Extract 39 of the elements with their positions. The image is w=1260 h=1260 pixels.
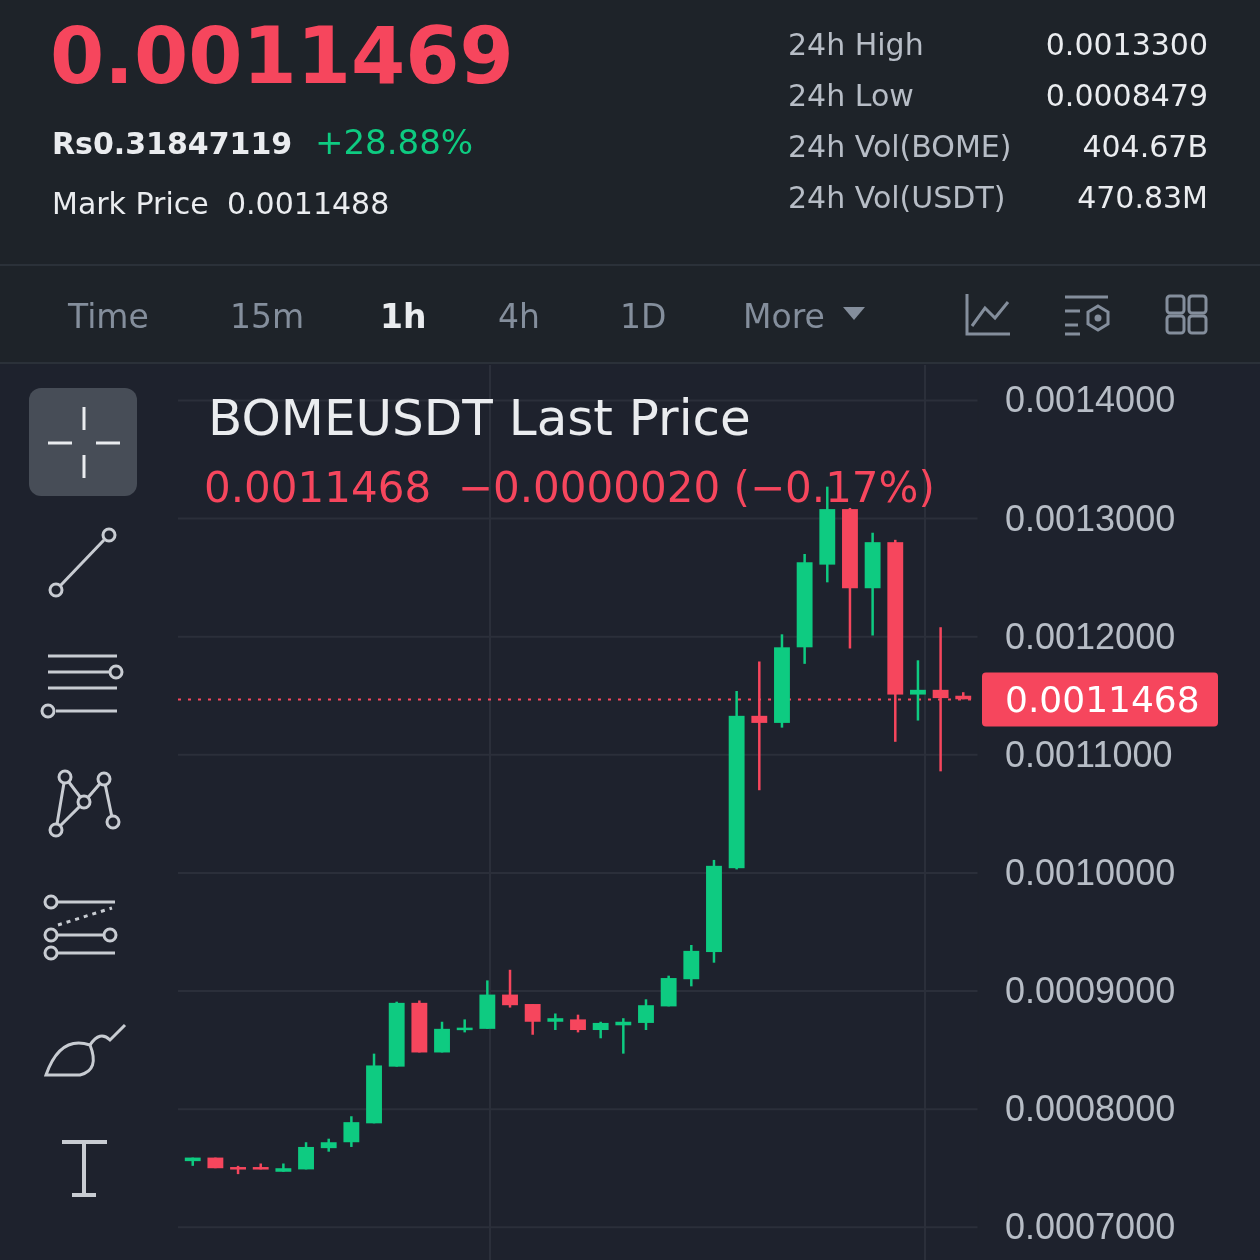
text: 0.0011488 [227,186,390,221]
text: 24h High [788,27,924,62]
text: 0.0013300 [1045,27,1208,62]
y-tick-label: 0.0008000 [1005,1088,1176,1130]
text: 24h Low [788,78,914,113]
candlestick [502,968,518,1009]
candlestick [638,998,654,1032]
text: More [743,297,825,336]
text: 24h Vol(USDT) [788,180,1006,215]
y-tick-label: 0.0014000 [1005,379,1176,421]
candlestick [910,659,926,722]
text: Time [67,297,149,336]
candlestick [343,1115,360,1149]
y-tick-label: 0.0009000 [1005,970,1176,1012]
y-tick-label: 0.0012000 [1005,615,1176,657]
y-tick-label: 0.0011000 [1005,733,1173,775]
candlestick [547,1012,564,1032]
text: BOMEUSDT Last Price [208,389,751,447]
text: 24h Vol(BOME) [788,129,1012,164]
candlestick [751,660,768,792]
text: 1D [620,297,667,336]
text: 15m [230,297,305,336]
y-tick-label: 0.0013000 [1005,497,1176,539]
text: 1h [380,297,427,336]
text: 0.0011468 −0.0000020 (−0.17%) [204,463,935,512]
text: 470.83M [1077,180,1208,215]
candlestick [434,1020,450,1054]
text: +28.88% [315,122,474,162]
ref-line-label: 0.0011468 [1005,679,1200,721]
text: 0.0011469 [50,11,514,101]
text: 0.0008479 [1045,78,1208,113]
y-tick-label: 0.0010000 [1005,851,1176,893]
text: 4h [498,297,540,336]
text: 404.67B [1082,129,1208,164]
text: Rs0.31847119 [52,126,293,161]
candlestick [524,1002,541,1036]
text: Mark Price [52,186,209,221]
candlestick [298,1140,314,1171]
y-tick-label: 0.0007000 [1005,1206,1176,1248]
